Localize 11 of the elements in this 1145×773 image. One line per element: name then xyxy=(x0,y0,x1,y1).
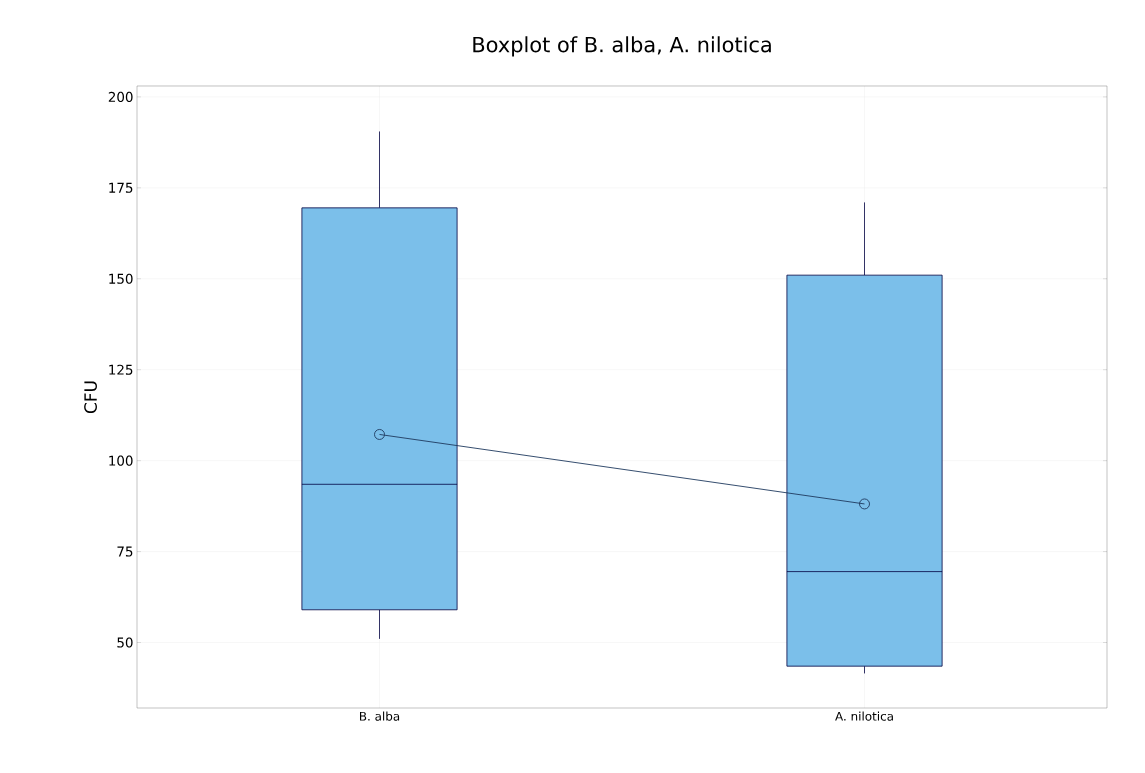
y-tick-label: 125 xyxy=(109,364,133,375)
y-tick-label: 200 xyxy=(108,91,133,102)
x-tick-label: B. alba xyxy=(359,711,400,721)
y-tick-label: 100 xyxy=(109,455,133,466)
y-tick-label: 150 xyxy=(109,273,133,284)
y-tick-label: 75 xyxy=(117,546,133,557)
y-tick-label: 50 xyxy=(117,637,133,648)
y-axis-title: CFU xyxy=(84,381,97,414)
y-tick-label: 175 xyxy=(109,182,133,193)
chart-title: Boxplot of B. alba, A. nilotica xyxy=(473,36,771,57)
x-tick-label: A. nilotica xyxy=(835,711,893,721)
